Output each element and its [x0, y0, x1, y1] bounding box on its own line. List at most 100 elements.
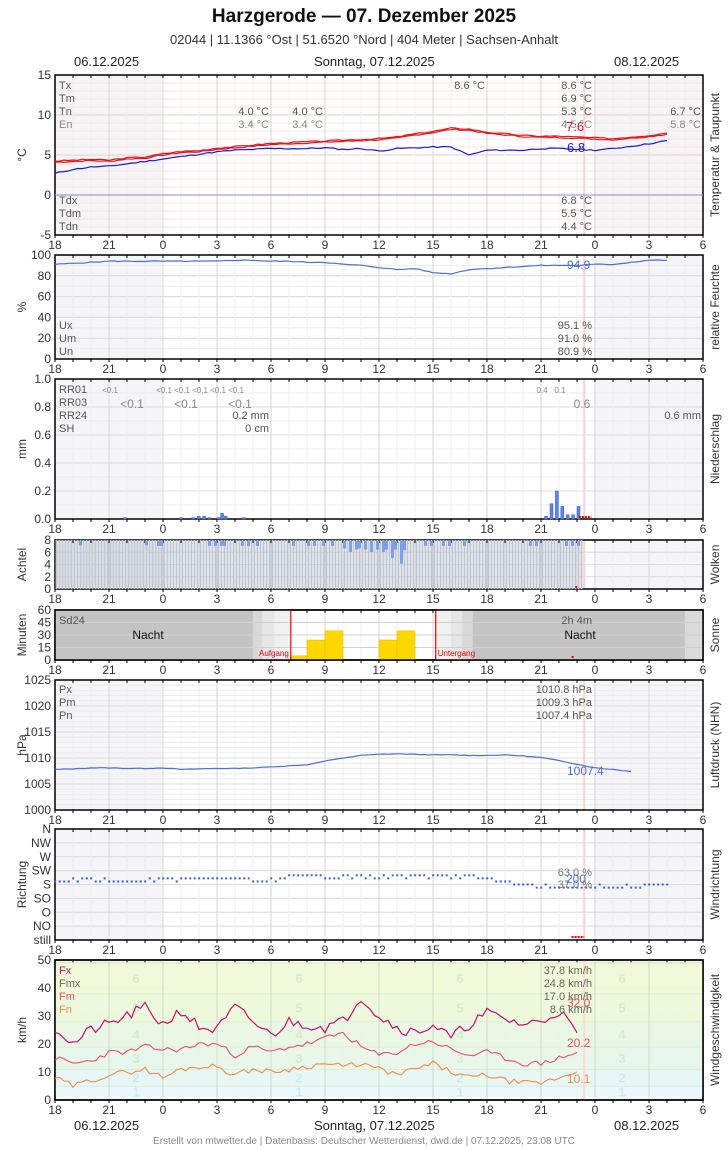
- cloud-bar: [268, 540, 271, 589]
- wind-dir-dot: [454, 874, 457, 877]
- cloud-bar: [154, 540, 157, 589]
- wind-dir-dot: [193, 877, 196, 880]
- x-tick-label: 18: [48, 362, 62, 376]
- wind-dir-dot: [315, 874, 318, 877]
- x-tick-label: 18: [480, 522, 494, 536]
- cloud-bar: [478, 540, 481, 589]
- cloud-bar: [394, 540, 397, 589]
- cloud-bar: [367, 540, 370, 589]
- cloud-bar: [523, 540, 526, 589]
- stat-Un: 80.9 %: [558, 346, 592, 358]
- cloud-bar: [409, 540, 412, 589]
- x-tick-label: 3: [646, 238, 653, 252]
- y-tick-label: 1005: [24, 777, 51, 791]
- cloud-bar: [55, 540, 58, 589]
- cloud-bar: [307, 540, 310, 589]
- y-axis-label: Achtel: [15, 548, 29, 581]
- wind-dir-dot: [391, 874, 394, 877]
- precip-bar: [544, 515, 548, 520]
- cloud-bar: [202, 540, 205, 589]
- cloud-bar: [283, 540, 286, 589]
- wind-dir-dot: [405, 877, 408, 880]
- beaufort-label: 6: [618, 971, 625, 986]
- rr01-value: <0.1: [174, 386, 190, 395]
- cloud-bar: [319, 540, 322, 589]
- beaufort-label: 4: [295, 1027, 303, 1042]
- cloud-gap: [448, 541, 451, 546]
- cloud-bar: [511, 540, 514, 589]
- cloud-gap: [370, 541, 373, 553]
- legend-Pn: Pn: [59, 710, 72, 722]
- cloud-bar: [370, 540, 373, 589]
- cloud-bar: [565, 540, 568, 589]
- stat-Um: 91.0 %: [558, 333, 592, 345]
- cloud-bar: [229, 540, 232, 589]
- wind-dir-dot: [576, 886, 579, 889]
- x-tick-label: 6: [700, 362, 707, 376]
- rr03-value: <0.1: [174, 397, 198, 411]
- wind-dir-dot: [594, 886, 597, 889]
- cloud-bar: [568, 540, 571, 589]
- cloud-bar: [331, 540, 334, 589]
- sunshine-bar: [378, 639, 398, 661]
- wind-dir-dot: [666, 883, 669, 886]
- y-tick-label: 15: [38, 68, 52, 82]
- x-tick-label: 6: [700, 943, 707, 957]
- legend-RR01: RR01: [59, 384, 87, 396]
- wind-dir-dot: [598, 883, 601, 886]
- cloud-bar: [298, 540, 301, 589]
- wind-dir-dot: [531, 883, 534, 886]
- cloud-bar: [358, 540, 361, 589]
- wind-dir-dot: [148, 877, 151, 880]
- cloud-bar: [490, 540, 493, 589]
- y-axis-label: Minuten: [15, 614, 29, 657]
- night-label: Nacht: [564, 628, 596, 642]
- wind-dir-dot: [121, 880, 124, 883]
- cloud-bar: [232, 540, 235, 589]
- legend-Un: Un: [59, 346, 73, 358]
- cloud-gap: [322, 541, 325, 546]
- wind-dir-dot: [657, 883, 660, 886]
- cloud-bar: [415, 540, 418, 589]
- cloud-bar: [121, 540, 124, 589]
- cloud-bar: [139, 540, 142, 589]
- wind-dir-dot: [274, 880, 277, 883]
- x-tick-label: 12: [372, 592, 386, 606]
- beaufort-label: 4: [456, 1027, 464, 1042]
- rr01-value: 0.1: [554, 386, 566, 395]
- wind-dir-dot: [238, 877, 241, 880]
- cloud-bar: [217, 540, 220, 589]
- wind-dir-dot: [364, 877, 367, 880]
- beaufort-label: 5: [456, 1001, 463, 1016]
- y-tick-label: SW: [32, 864, 52, 878]
- x-tick-label: 6: [268, 238, 275, 252]
- beaufort-label: 1: [295, 1085, 302, 1100]
- x-tick-label: 21: [534, 592, 548, 606]
- cloud-bar: [493, 540, 496, 589]
- beaufort-label: 6: [132, 971, 139, 986]
- wind-dir-dot: [643, 883, 646, 886]
- wind-dir-dot: [562, 886, 565, 889]
- footer-date-next: 08.12.2025: [614, 1118, 680, 1133]
- x-tick-label: 15: [426, 663, 440, 677]
- x-tick-label: 18: [48, 663, 62, 677]
- wind-dir-dot: [139, 880, 142, 883]
- cloud-bar: [535, 540, 538, 589]
- y-tick-label: W: [40, 850, 52, 864]
- y-tick-label: 1015: [24, 725, 51, 739]
- wind-dir-dot: [513, 883, 516, 886]
- cloud-bar: [439, 540, 442, 589]
- data-line: [54, 1000, 578, 1044]
- cloud-bar: [94, 540, 97, 589]
- y-tick-label: 1.0: [34, 372, 51, 386]
- y-tick-label: NO: [33, 919, 51, 933]
- wind-dir-dot: [445, 874, 448, 877]
- cloud-bar: [61, 540, 64, 589]
- wind-dir-dot: [189, 877, 192, 880]
- y-tick-label: 1020: [24, 699, 51, 713]
- wind-dir-dot: [639, 886, 642, 889]
- sunshine-bar: [396, 630, 416, 661]
- x-tick-label: 18: [48, 592, 62, 606]
- cloud-bar: [472, 540, 475, 589]
- cloud-bar: [166, 540, 169, 589]
